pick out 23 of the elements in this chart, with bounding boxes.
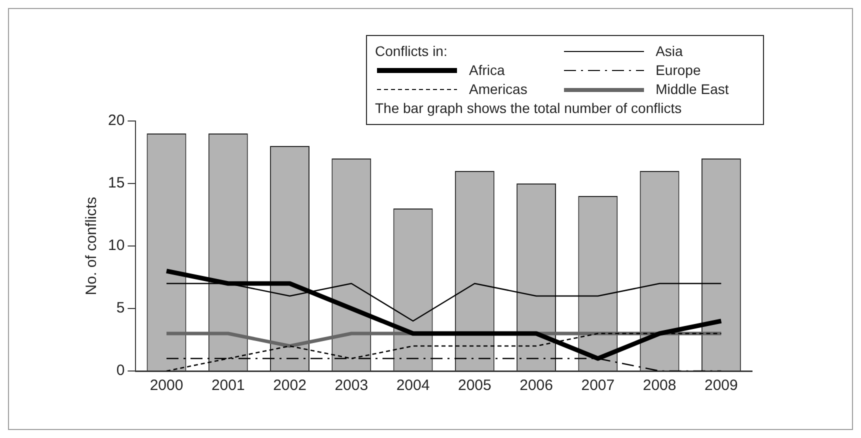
legend-label: Middle East <box>656 80 729 99</box>
x-tick-label: 2008 <box>642 377 676 394</box>
legend-label: Africa <box>469 61 505 80</box>
x-tick-label: 2009 <box>704 377 738 394</box>
text: The bar graph shows the total number of conflicts <box>375 99 683 118</box>
y-axis-title: No. of conflicts <box>83 196 100 296</box>
x-tick-label: 2003 <box>334 377 368 394</box>
x-tick-label: 2007 <box>581 377 615 394</box>
legend-title: Conflicts in: <box>375 42 448 61</box>
legend-label: Asia <box>656 42 683 61</box>
x-tick-label: 2004 <box>396 377 430 394</box>
y-tick-label: 20 <box>108 112 125 130</box>
legend-label: Americas <box>469 80 528 99</box>
x-tick-label: 2006 <box>520 377 553 394</box>
legend-label: Europe <box>656 61 701 80</box>
x-tick-label: 2001 <box>211 377 245 394</box>
y-tick-label: 15 <box>108 174 125 192</box>
x-tick-label: 2002 <box>273 377 306 394</box>
x-tick-label: 2000 <box>150 377 184 394</box>
y-tick-label: 10 <box>108 237 125 254</box>
x-tick-label: 2005 <box>458 377 492 394</box>
y-tick-label: 5 <box>116 300 125 317</box>
y-tick-label: 0 <box>116 362 125 380</box>
